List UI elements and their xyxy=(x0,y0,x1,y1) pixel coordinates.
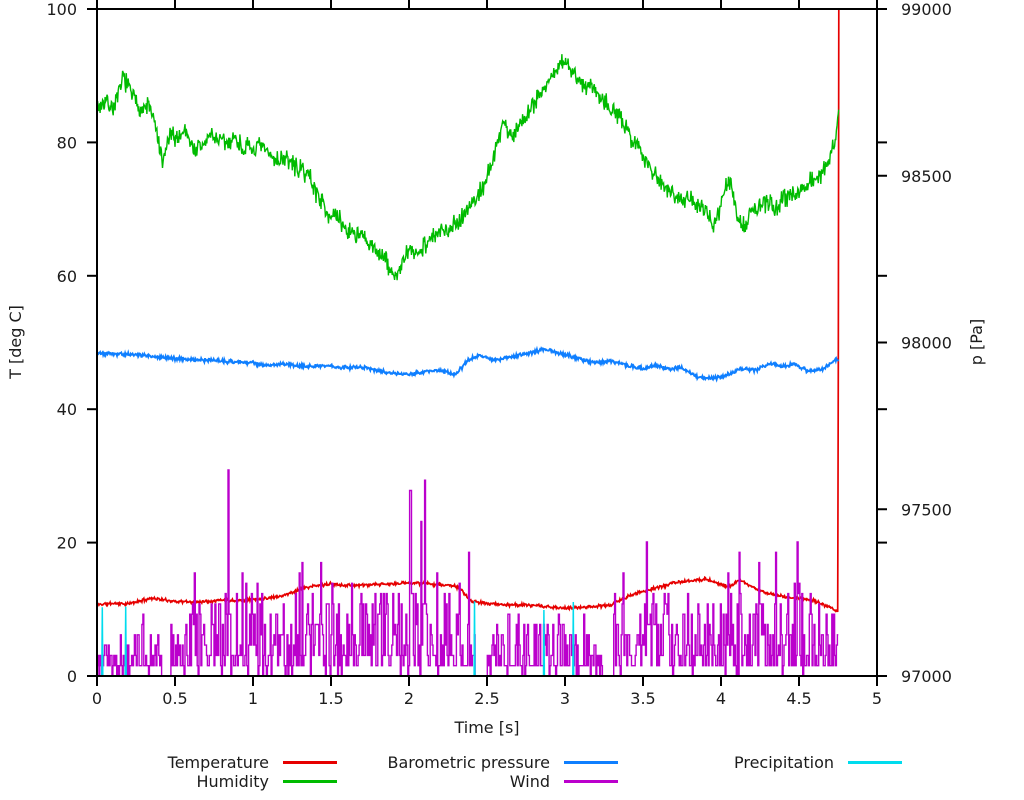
y-tick-label: 0 xyxy=(67,667,77,686)
legend-line-sample-humidity xyxy=(283,779,337,783)
y2-tick-label: 99000 xyxy=(901,0,952,19)
x-axis-title: Time [s] xyxy=(453,718,519,737)
x-tick-label: 2.5 xyxy=(474,689,499,708)
x-tick-label: 2 xyxy=(404,689,414,708)
x-tick-label: 5 xyxy=(872,689,882,708)
legend-item-temperature: Temperature xyxy=(167,752,337,772)
legend-item-humidity: Humidity xyxy=(196,771,337,791)
x-tick-label: 0.5 xyxy=(162,689,187,708)
series-temperature-line xyxy=(96,8,840,613)
y-tick-label: 80 xyxy=(57,133,77,152)
y-tick-label: 40 xyxy=(57,400,77,419)
legend-line-sample-temperature xyxy=(283,760,337,764)
y2-tick-label: 97500 xyxy=(901,500,952,519)
legend-label-barometric-pressure: Barometric pressure xyxy=(387,752,550,772)
y-tick-label: 100 xyxy=(46,0,77,19)
x-tick-label: 3 xyxy=(560,689,570,708)
legend-label-humidity: Humidity xyxy=(196,771,269,791)
y-tick-label: 20 xyxy=(57,534,77,553)
legend-line-sample-barometric-pressure xyxy=(564,760,618,764)
x-tick-label: 1.5 xyxy=(318,689,343,708)
legend-line-sample-wind xyxy=(564,779,618,783)
series-barometric-pressure-line xyxy=(96,345,839,383)
y-tick-label: 60 xyxy=(57,267,77,286)
legend-item-precipitation: Precipitation xyxy=(733,752,902,772)
y2-tick-label: 98000 xyxy=(901,334,952,353)
series-wind-line xyxy=(97,469,839,677)
legend-item-barometric-pressure: Barometric pressure xyxy=(387,752,618,772)
x-tick-label: 0 xyxy=(92,689,102,708)
x-tick-label: 1 xyxy=(248,689,258,708)
legend-label-precipitation: Precipitation xyxy=(733,752,834,772)
y2-tick-label: 97000 xyxy=(901,667,952,686)
legend-line-sample-precipitation xyxy=(848,760,902,764)
legend-label-wind: Wind xyxy=(509,771,550,791)
y2-tick-label: 98500 xyxy=(901,167,952,186)
series-precipitation-line xyxy=(97,601,838,677)
x-tick-label: 3.5 xyxy=(630,689,655,708)
y2-axis-title: p [Pa] xyxy=(967,319,986,365)
x-tick-label: 4.5 xyxy=(786,689,811,708)
series-humidity-line xyxy=(96,54,840,281)
legend-item-wind: Wind xyxy=(509,771,618,791)
legend-label-temperature: Temperature xyxy=(167,752,269,772)
x-tick-label: 4 xyxy=(716,689,726,708)
y-axis-title: T [deg C] xyxy=(6,305,25,380)
